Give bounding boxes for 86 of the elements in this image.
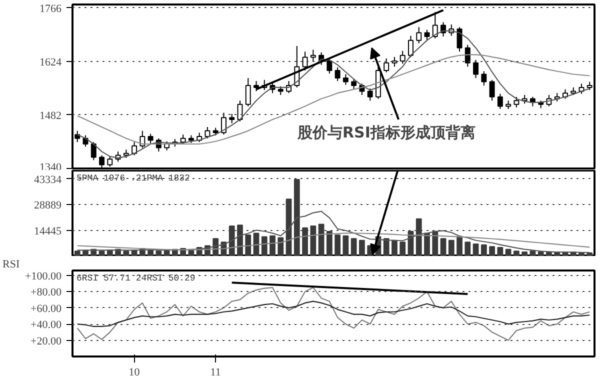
candlestick [140, 130, 146, 148]
y-tick-label: +40.00 [30, 319, 62, 332]
bar [554, 252, 560, 256]
bar [440, 238, 446, 256]
bar [350, 238, 357, 256]
candlestick [204, 126, 210, 139]
bar [505, 248, 512, 256]
annotation: 股价与RSI指标形成顶背离 [296, 124, 476, 142]
y-tick-label: +60.00 [30, 302, 62, 315]
bar [400, 242, 406, 256]
bar [261, 236, 268, 256]
candlestick [245, 78, 251, 107]
candlestick [351, 78, 357, 90]
bar [497, 247, 504, 256]
candlestick [456, 26, 462, 52]
candlestick [392, 56, 398, 68]
candlestick [416, 26, 422, 44]
y-axis-title: RSI [2, 258, 20, 270]
bar [546, 252, 552, 256]
bar [514, 250, 520, 256]
candlestick [473, 59, 479, 79]
bar [164, 250, 170, 256]
bar [123, 250, 130, 256]
candlestick [432, 12, 438, 39]
y-tick-label: 1766 [40, 2, 62, 15]
x-tick-label: 11 [210, 366, 221, 378]
bar [359, 240, 365, 256]
bar [383, 238, 390, 256]
x-tick-label: 10 [128, 366, 140, 378]
bar [392, 240, 398, 256]
candlestick [90, 142, 96, 161]
y-tick-label: 14445 [34, 226, 62, 238]
candlestick [497, 93, 503, 110]
bar [424, 232, 430, 256]
bar [148, 250, 154, 256]
line-series [76, 210, 590, 254]
bar [456, 236, 462, 256]
bar [245, 234, 252, 256]
annotation: 5PMA 1976 .21PMA 1832 [76, 174, 190, 184]
candlestick [229, 113, 235, 124]
bar [278, 237, 284, 256]
y-tick-label: 1624 [40, 56, 62, 68]
bar [530, 250, 536, 256]
candlestick [302, 51, 308, 71]
bar [156, 250, 162, 256]
bar [480, 244, 487, 256]
candlestick [74, 130, 80, 143]
candlestick [132, 142, 138, 156]
candlestick [367, 88, 373, 102]
line-series [76, 232, 590, 250]
line-series [76, 300, 590, 328]
candlestick [221, 112, 226, 136]
bar [270, 235, 276, 256]
y-tick-label: +20.00 [30, 335, 62, 348]
bar [74, 250, 80, 256]
candlestick [424, 29, 430, 41]
y-tick-label: 28889 [34, 200, 62, 212]
y-tick-label: +100.00 [25, 270, 62, 282]
bar [106, 250, 113, 256]
bar [334, 234, 341, 256]
line-series [76, 286, 590, 341]
candlestick [334, 66, 340, 82]
y-tick-label: 43334 [34, 174, 62, 186]
candlestick [440, 22, 446, 38]
candlestick [481, 70, 487, 86]
candlestick [310, 49, 316, 62]
candlestick [326, 58, 332, 74]
bar [342, 235, 349, 256]
candlestick [384, 58, 390, 73]
candlestick [514, 96, 520, 108]
y-tick-label: +80.00 [30, 286, 62, 299]
bar [489, 246, 495, 256]
candlestick [408, 35, 414, 58]
candlestick [148, 133, 154, 144]
bar [98, 250, 105, 256]
candlestick [464, 44, 470, 68]
bar [448, 240, 454, 256]
candlestick [342, 74, 348, 86]
bar [472, 243, 479, 256]
bar [538, 252, 544, 256]
bar [586, 252, 593, 256]
bar [522, 252, 528, 256]
y-tick-label: 1482 [40, 110, 62, 122]
candlestick [489, 79, 495, 102]
bar [464, 242, 471, 256]
candlestick [400, 50, 406, 64]
